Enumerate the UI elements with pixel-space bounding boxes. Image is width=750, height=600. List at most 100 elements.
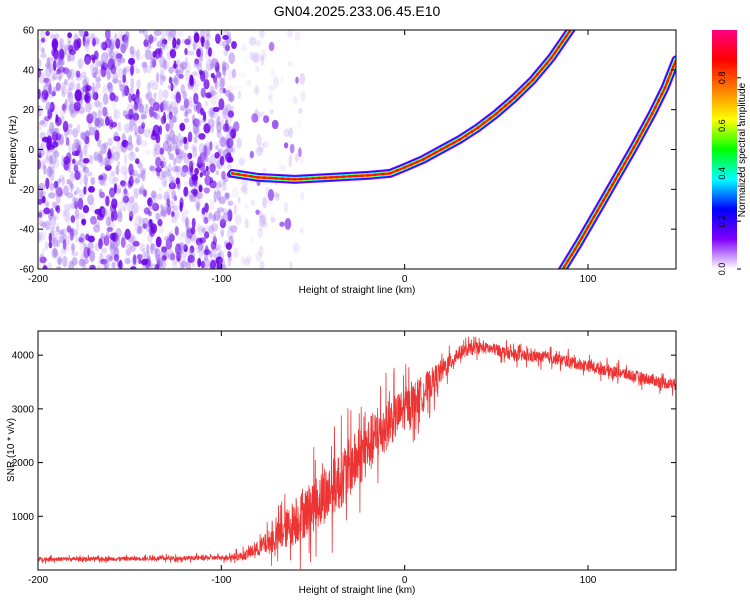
noise-blob	[48, 241, 53, 249]
noise-blob	[108, 174, 116, 185]
trace-peak	[560, 40, 564, 44]
noise-blob	[67, 161, 72, 173]
trace-peak	[329, 176, 333, 179]
noise-blob	[278, 162, 283, 171]
noise-blob	[212, 213, 217, 222]
noise-blob	[85, 154, 93, 164]
noise-blob	[258, 245, 264, 258]
noise-blob	[51, 235, 56, 245]
noise-blob	[219, 137, 225, 143]
noise-blob	[53, 51, 59, 60]
x-tick-label: -100	[211, 274, 231, 285]
noise-blob	[68, 54, 75, 62]
noise-blob	[227, 69, 234, 82]
noise-blob	[181, 212, 185, 224]
noise-blob	[84, 53, 92, 65]
noise-blob	[132, 202, 139, 215]
noise-blob	[55, 193, 61, 204]
noise-blob	[178, 73, 184, 79]
noise-blob	[229, 115, 233, 122]
noise-blob	[38, 71, 45, 84]
noise-blob	[219, 77, 224, 84]
noise-blob	[164, 236, 171, 242]
noise-blob	[218, 179, 224, 188]
noise-blob	[55, 82, 61, 91]
noise-blob	[214, 79, 218, 90]
trace-peak	[274, 177, 278, 180]
noise-blob	[271, 119, 279, 130]
noise-blob	[259, 260, 265, 269]
noise-blob	[155, 72, 160, 84]
noise-blob	[141, 122, 146, 129]
noise-blob	[90, 33, 94, 46]
noise-blob	[205, 33, 211, 40]
noise-blob	[172, 106, 179, 116]
noise-blob	[132, 240, 140, 247]
noise-blob	[42, 220, 50, 230]
noise-blob	[103, 142, 109, 149]
noise-blob	[262, 221, 269, 229]
noise-blob	[174, 165, 182, 173]
noise-blob	[188, 194, 194, 203]
noise-blob	[152, 124, 160, 136]
noise-blob	[105, 30, 111, 40]
noise-blob	[79, 148, 84, 158]
noise-blob	[192, 118, 200, 127]
noise-blob	[42, 85, 50, 94]
noise-blob	[96, 116, 102, 129]
trace-peak	[499, 108, 503, 112]
noise-blob	[146, 64, 152, 74]
noise-blob	[172, 206, 178, 212]
noise-blob	[210, 240, 217, 250]
noise-blob	[213, 210, 221, 221]
noise-blob	[71, 242, 75, 255]
noise-blob	[88, 186, 95, 193]
noise-blob	[71, 251, 79, 257]
noise-blob	[123, 198, 128, 207]
noise-blob	[184, 69, 191, 82]
noise-blob	[38, 182, 46, 191]
noise-blob	[106, 67, 112, 80]
noise-blob	[112, 176, 119, 182]
noise-blob	[103, 264, 108, 269]
noise-blob	[139, 243, 145, 252]
noise-blob	[124, 240, 128, 248]
noise-blob	[124, 257, 131, 265]
noise-blob	[61, 177, 65, 186]
noise-blob	[228, 52, 236, 64]
noise-blob	[83, 165, 87, 172]
noise-blob	[170, 217, 179, 224]
trace-peak	[660, 92, 664, 96]
trace-peak	[608, 188, 611, 192]
noise-blob	[197, 243, 203, 252]
noise-blob	[82, 85, 89, 93]
noise-blob	[61, 85, 68, 95]
noise-blob	[292, 242, 300, 254]
noise-blob	[89, 250, 96, 262]
noise-blob	[116, 40, 124, 48]
noise-blob	[221, 78, 225, 86]
noise-blob	[253, 87, 261, 94]
noise-blob	[210, 124, 215, 133]
noise-blob	[219, 82, 225, 90]
noise-blob	[190, 77, 195, 87]
noise-blob	[172, 115, 177, 123]
noise-blob	[134, 177, 141, 184]
noise-blob	[150, 57, 154, 69]
noise-blob	[292, 96, 298, 105]
noise-blob	[87, 242, 94, 250]
noise-blob	[201, 246, 205, 255]
noise-blob	[189, 165, 194, 178]
noise-blob	[128, 135, 133, 146]
noise-blob	[178, 149, 186, 160]
trace-peak	[601, 199, 605, 203]
noise-blob	[112, 71, 119, 84]
noise-blob	[202, 155, 209, 163]
noise-blob	[179, 202, 183, 212]
noise-blob	[38, 88, 41, 100]
noise-blob	[45, 220, 51, 231]
trace-peak	[281, 177, 284, 181]
noise-blob	[249, 150, 254, 159]
noise-blob	[45, 101, 52, 112]
noise-blob	[113, 131, 119, 142]
